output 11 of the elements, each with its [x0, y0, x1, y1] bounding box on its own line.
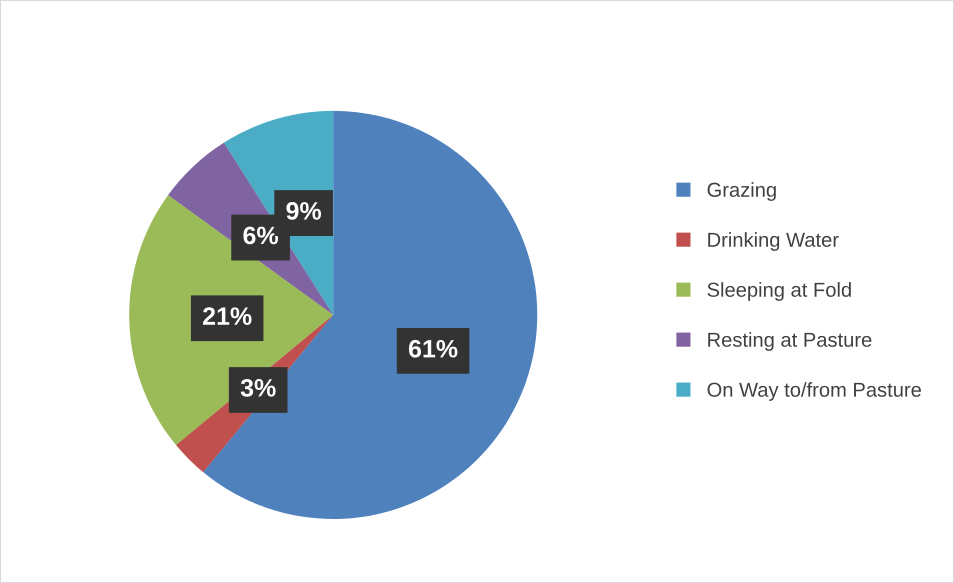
data-label: 9%: [286, 202, 322, 220]
data-label: 21%: [203, 307, 252, 325]
data-label: 6%: [243, 226, 278, 244]
legend-label: Resting at Pasture: [708, 332, 872, 351]
data-label: 61%: [408, 340, 458, 358]
legend-label: Drinking Water: [708, 232, 839, 251]
legend-label: On Way to/from Pasture: [708, 382, 921, 401]
pie-slice: [203, 110, 538, 519]
legend-label: Grazing: [708, 182, 776, 201]
data-label: 3%: [240, 378, 276, 397]
legend-label: Sleeping at Fold: [708, 282, 851, 301]
